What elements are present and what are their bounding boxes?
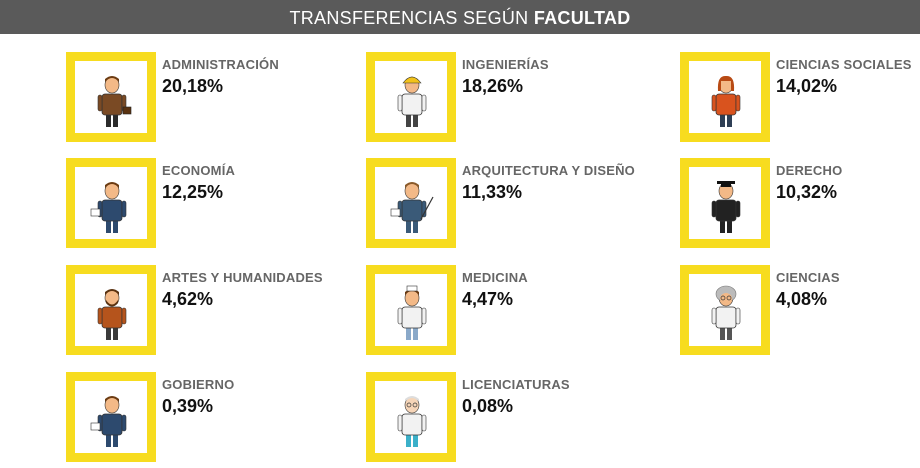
faculty-label: ADMINISTRACIÓN — [162, 57, 279, 72]
faculty-card: MEDICINA 4,47% — [366, 265, 666, 355]
faculty-card: LICENCIATURAS 0,08% — [366, 372, 666, 462]
faculty-card: GOBIERNO 0,39% — [66, 372, 366, 462]
faculty-label: MEDICINA — [462, 270, 528, 285]
faculty-value: 12,25% — [162, 182, 224, 202]
lawyer-icon — [711, 181, 741, 233]
faculty-card: ARTES Y HUMANIDADES 4,62% — [66, 265, 366, 355]
faculty-value: 4,47% — [462, 289, 514, 309]
artist-icon — [97, 289, 127, 340]
faculty-card: CIENCIAS 4,08% — [680, 265, 920, 355]
icon-frame — [66, 372, 156, 462]
faculty-value: 18,26% — [462, 76, 524, 96]
faculty-card: DERECHO 10,32% — [680, 158, 920, 248]
faculty-card: INGENIERÍAS 18,26% — [366, 52, 666, 142]
faculty-card: ADMINISTRACIÓN 20,18% — [66, 52, 366, 142]
scientist-icon — [711, 285, 741, 340]
icon-frame — [680, 265, 770, 355]
faculty-card: ARQUITECTURA Y DISEÑO 11,33% — [366, 158, 666, 248]
faculty-label: CIENCIAS — [776, 270, 840, 285]
politician-icon — [90, 396, 127, 447]
faculty-value: 0,39% — [162, 396, 214, 416]
icon-frame — [366, 372, 456, 462]
architect-icon — [390, 182, 434, 233]
faculty-label: ARTES Y HUMANIDADES — [162, 270, 323, 285]
businessman-icon — [97, 76, 132, 127]
faculty-label: GOBIERNO — [162, 377, 235, 392]
faculty-value: 14,02% — [776, 76, 838, 96]
icon-frame — [680, 52, 770, 142]
faculty-value: 0,08% — [462, 396, 514, 416]
icon-frame — [366, 52, 456, 142]
faculty-value: 4,62% — [162, 289, 214, 309]
faculty-value: 20,18% — [162, 76, 224, 96]
faculty-label: INGENIERÍAS — [462, 57, 549, 72]
faculty-value: 4,08% — [776, 289, 828, 309]
title-light: TRANSFERENCIAS SEGÚN — [289, 8, 529, 28]
faculty-card: CIENCIAS SOCIALES 14,02% — [680, 52, 920, 142]
icon-frame — [66, 265, 156, 355]
faculty-value: 11,33% — [462, 182, 523, 202]
social-scientist-icon — [711, 75, 741, 127]
faculty-label: CIENCIAS SOCIALES — [776, 57, 912, 72]
faculty-label: LICENCIATURAS — [462, 377, 570, 392]
doctor-icon — [397, 285, 427, 340]
faculty-value: 10,32% — [776, 182, 838, 202]
engineer-icon — [397, 76, 427, 127]
page-title: TRANSFERENCIAS SEGÚN FACULTAD — [0, 0, 920, 34]
icon-frame — [66, 158, 156, 248]
icon-frame — [366, 265, 456, 355]
faculty-label: DERECHO — [776, 163, 843, 178]
title-bold: FACULTAD — [533, 8, 631, 28]
graduate-icon — [397, 396, 427, 447]
icon-frame — [66, 52, 156, 142]
icon-frame — [366, 158, 456, 248]
icon-frame — [680, 158, 770, 248]
faculty-label: ECONOMÍA — [162, 163, 236, 178]
faculty-label: ARQUITECTURA Y DISEÑO — [462, 163, 635, 178]
faculty-card: ECONOMÍA 12,25% — [66, 158, 366, 248]
economist-icon — [90, 182, 127, 233]
